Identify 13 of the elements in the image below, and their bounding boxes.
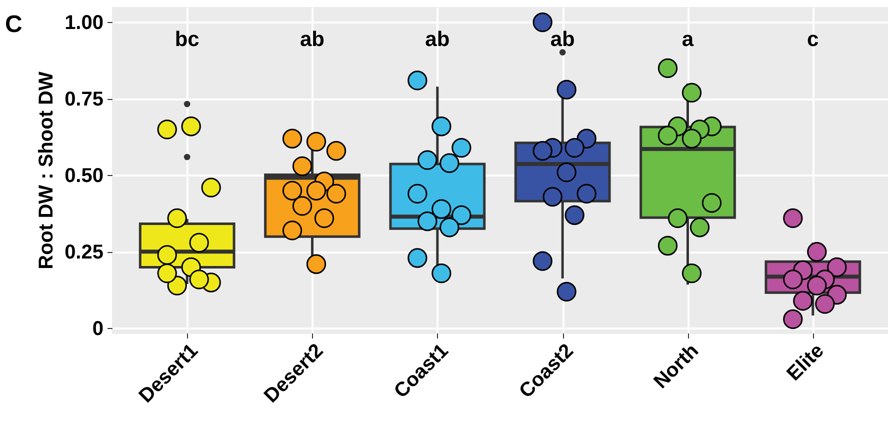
y-tick-label: 0.50 [64, 164, 104, 187]
annotation: bc [174, 28, 200, 51]
y-tick-label: 0.75 [64, 88, 104, 110]
annotation: a [682, 28, 694, 51]
y-tick-label: 0 [92, 318, 104, 340]
y-axis-title: Root DW : Shoot DW [36, 72, 58, 270]
annotation: ab [300, 28, 325, 51]
y-tick-label: 1.00 [64, 12, 104, 34]
annotation: ab [550, 28, 575, 51]
text: C [5, 11, 22, 38]
y-tick-label: 0.25 [64, 241, 104, 264]
annotation: ab [425, 28, 450, 51]
annotation: c [807, 28, 820, 51]
